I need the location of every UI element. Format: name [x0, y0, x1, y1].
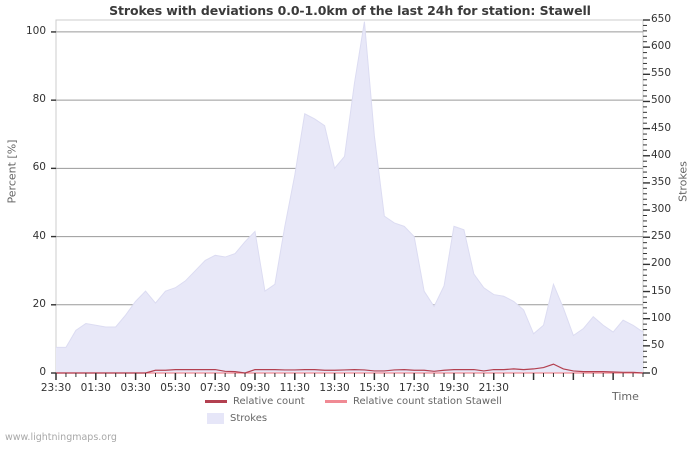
y-tick-label-right: 0 — [651, 366, 658, 378]
y-tick-label-right: 150 — [651, 284, 672, 297]
legend-label-strokes: Strokes — [230, 413, 268, 424]
y-tick-label-left: 60 — [32, 161, 46, 174]
area-series-strokes-outline — [56, 21, 644, 348]
y-tick-label-left: 100 — [25, 24, 46, 37]
area-series-strokes — [56, 21, 643, 373]
y-tick-label-right: 50 — [651, 338, 665, 351]
line-series-relative-count — [56, 363, 644, 374]
y-tick-label-right: 100 — [651, 311, 672, 324]
footer-watermark: www.lightningmaps.org — [5, 432, 117, 443]
y-tick-label-right: 250 — [651, 230, 672, 243]
y-tick-label-right: 600 — [651, 40, 672, 53]
x-tick-label: 15:30 — [359, 382, 390, 394]
x-tick-label: 03:30 — [120, 382, 151, 394]
y-tick-label-left: 20 — [32, 297, 46, 310]
x-tick-label: 09:30 — [239, 382, 271, 394]
legend-item-strokes: Strokes — [207, 413, 267, 424]
y-tick-label-right: 400 — [651, 148, 672, 161]
y-tick-label-right: 350 — [651, 175, 672, 188]
y-tick-label-right: 500 — [651, 94, 672, 107]
x-tick-label: 17:30 — [399, 382, 430, 394]
legend-swatch-relative-count — [205, 400, 227, 403]
y-tick-label-left: 0 — [39, 366, 46, 378]
legend-item-relative-count: Relative count — [205, 396, 305, 407]
legend-item-relative-count-station: Relative count station Stawell — [325, 396, 502, 407]
legend-label-relative-count: Relative count — [233, 396, 305, 407]
x-axis-label: Time — [612, 390, 639, 403]
x-tick-label: 19:30 — [438, 382, 470, 394]
legend-swatch-relative-count-station — [325, 400, 347, 403]
x-tick-label: 11:30 — [279, 382, 310, 394]
x-tick-label: 21:30 — [478, 382, 509, 394]
legend-label-relative-count-station: Relative count station Stawell — [353, 396, 502, 407]
x-tick-label: 13:30 — [319, 382, 350, 394]
y-tick-label-left: 80 — [32, 93, 46, 106]
x-tick-label: 07:30 — [200, 382, 231, 394]
legend-swatch-strokes — [207, 413, 224, 424]
y-tick-label-right: 650 — [651, 13, 672, 25]
y-tick-label-right: 550 — [651, 67, 672, 80]
x-tick-label: 05:30 — [160, 382, 191, 394]
y-tick-label-right: 200 — [651, 257, 672, 270]
y-tick-label-left: 40 — [32, 229, 46, 242]
y-tick-label-right: 450 — [651, 121, 672, 134]
x-tick-label: 23:30 — [40, 382, 72, 394]
chart-title: Strokes with deviations 0.0-1.0km of the… — [109, 3, 591, 18]
x-tick-label: 01:30 — [80, 382, 111, 394]
y-tick-label-right: 300 — [651, 203, 672, 216]
